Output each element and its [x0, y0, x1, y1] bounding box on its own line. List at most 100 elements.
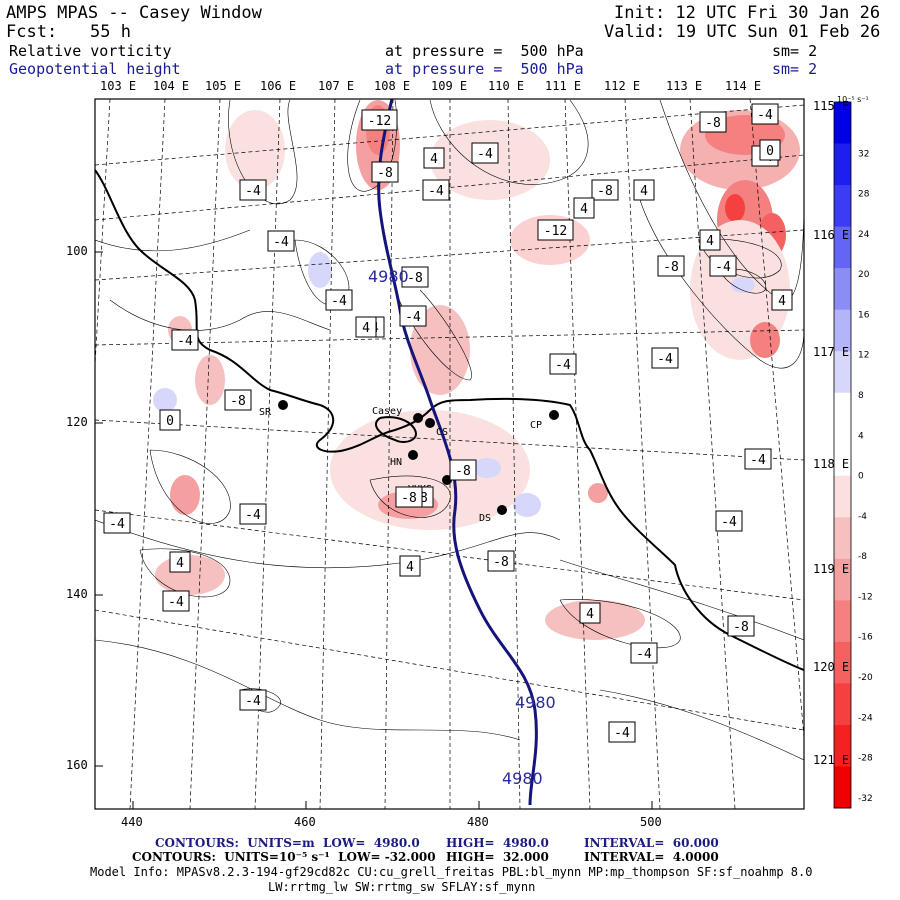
- svg-text:4: 4: [778, 294, 786, 309]
- colorbar-swatch: [834, 226, 851, 269]
- svg-text:-4: -4: [168, 595, 184, 610]
- colorbar-tick-label: 20: [858, 270, 870, 280]
- colorbar-swatch: [834, 351, 851, 394]
- vorticity-contour-label: -8: [371, 161, 399, 183]
- vorticity-contour-label: 4: [699, 229, 721, 251]
- vorticity-contour-label: -4: [325, 289, 353, 311]
- field1-smooth: sm= 2: [772, 42, 818, 60]
- footer-height-contours-b: HIGH= 4980.0: [446, 836, 549, 850]
- colorbar-tick-label: 32: [858, 149, 869, 159]
- model-title: AMPS MPAS -- Casey Window: [6, 3, 262, 23]
- colorbar-tick-label: 8: [858, 391, 864, 401]
- station-label-sr: SR: [259, 407, 272, 418]
- valid-time: Valid: 19 UTC Sun 01 Feb 26: [604, 22, 881, 42]
- top-longitude-label: 107 E: [318, 79, 355, 93]
- vorticity-contour-label: 0: [159, 409, 181, 431]
- init-time: Init: 12 UTC Fri 30 Jan 26: [614, 3, 881, 23]
- top-longitude-label: 104 E: [153, 79, 190, 93]
- colorbar-tick-label: 24: [858, 230, 870, 240]
- colorbar-swatch: [834, 434, 851, 477]
- station-marker-cp: [549, 410, 559, 420]
- colorbar-tick-label: -32: [858, 794, 873, 804]
- footer-vorticity-contours-b: HIGH= 32.000: [446, 850, 549, 864]
- vorticity-contour-label: -4: [171, 329, 199, 351]
- colorbar-frame: [833, 101, 852, 809]
- vorticity-contour-label: -4: [715, 510, 743, 532]
- colorbar-swatch: [834, 185, 851, 228]
- svg-text:-8: -8: [455, 464, 471, 479]
- svg-text:-8: -8: [401, 491, 417, 506]
- vorticity-contour-label: -4: [608, 721, 636, 743]
- colorbar-swatch: [834, 724, 851, 767]
- svg-text:-8: -8: [377, 166, 393, 181]
- station-markers: [278, 400, 559, 515]
- colorbar-tick-label: 16: [858, 310, 870, 320]
- colorbar-tick-label: -20: [858, 673, 873, 683]
- colorbar-swatch: [834, 102, 851, 145]
- right-longitude-label: 119 E: [813, 562, 850, 576]
- vorticity-shading: [153, 100, 800, 640]
- colorbar-swatch: [834, 517, 851, 560]
- vorticity-contour-label: -8: [449, 459, 477, 481]
- vorticity-contour-label: -4: [239, 179, 267, 201]
- colorbar-tick-label: 0: [858, 472, 864, 482]
- field2-level: at pressure = 500 hPa: [385, 60, 584, 78]
- colorbar-tick-label: 28: [858, 190, 870, 200]
- vorticity-contour-label: 4: [633, 179, 655, 201]
- vorticity-contour-label: 4: [579, 602, 601, 624]
- colorbar-tick-label: -8: [858, 552, 867, 562]
- station-marker-sr: [278, 400, 288, 410]
- footer-vorticity-contours-a: CONTOURS: UNITS=10⁻⁵ s⁻¹ LOW= -32.000: [132, 850, 436, 864]
- field2-smooth: sm= 2: [772, 60, 818, 78]
- vorticity-contour-label: 4: [399, 555, 421, 577]
- field1-name: Relative vorticity: [9, 42, 172, 60]
- station-label-casey: Casey: [372, 406, 402, 417]
- colorbar-swatch: [834, 641, 851, 684]
- vorticity-contour-label: -4: [751, 103, 779, 125]
- svg-text:-4: -4: [245, 508, 261, 523]
- svg-text:-4: -4: [657, 352, 673, 367]
- vorticity-contour-label: -4: [651, 347, 679, 369]
- top-longitude-label: 106 E: [260, 79, 297, 93]
- top-longitude-label: 112 E: [604, 79, 641, 93]
- svg-text:4: 4: [406, 560, 414, 575]
- right-longitude-label: 118 E: [813, 457, 850, 471]
- vorticity-contour-label: -4: [744, 448, 772, 470]
- svg-text:-8: -8: [705, 116, 721, 131]
- vorticity-contour-label: -4: [399, 305, 427, 327]
- vorticity-contour-label: -8: [727, 615, 755, 637]
- footer-model-info-2: LW:rrtmg_lw SW:rrtmg_sw SFLAY:sf_mynn: [268, 880, 536, 894]
- top-longitude-label: 111 E: [545, 79, 582, 93]
- colorbar-unit: 10⁻⁵ s⁻¹: [837, 95, 869, 104]
- svg-text:-4: -4: [477, 147, 493, 162]
- svg-text:-8: -8: [230, 394, 246, 409]
- vorticity-contour-label: -4: [709, 255, 737, 277]
- svg-text:-4: -4: [428, 184, 444, 199]
- vorticity-contour-label: -8: [487, 550, 515, 572]
- station-label-hn: HN: [390, 457, 402, 468]
- vorticity-contour-label: 0: [759, 139, 781, 161]
- svg-text:4: 4: [586, 607, 594, 622]
- colorbar-swatch: [834, 558, 851, 601]
- vorticity-contour-label: -8: [657, 255, 685, 277]
- footer-model-info: Model Info: MPASv8.2.3-194-gf29cd82c CU:…: [90, 865, 813, 879]
- vorticity-contour-label: -4: [549, 353, 577, 375]
- station-marker-cs: [425, 418, 435, 428]
- right-longitude-label: 117 E: [813, 345, 850, 359]
- station-label-ds: DS: [479, 513, 491, 524]
- x-axis-tick-label: 460: [294, 815, 316, 829]
- svg-text:-8: -8: [493, 555, 509, 570]
- vorticity-contour-label: 4: [423, 147, 445, 169]
- svg-text:-4: -4: [636, 647, 652, 662]
- vorticity-contour-label: -4: [267, 230, 295, 252]
- y-axis-tick-label: 160: [66, 758, 88, 772]
- top-longitude-label: 114 E: [725, 79, 762, 93]
- svg-text:4: 4: [362, 321, 370, 336]
- top-longitude-label: 113 E: [666, 79, 703, 93]
- vorticity-contour-label: -4: [422, 179, 450, 201]
- footer-height-contours-a: CONTOURS: UNITS=m LOW= 4980.0: [155, 836, 420, 850]
- height-label: 4980: [515, 693, 556, 712]
- height-label: 4980: [502, 769, 543, 788]
- vorticity-contour-label: -4: [239, 689, 267, 711]
- y-axis-tick-label: 120: [66, 415, 88, 429]
